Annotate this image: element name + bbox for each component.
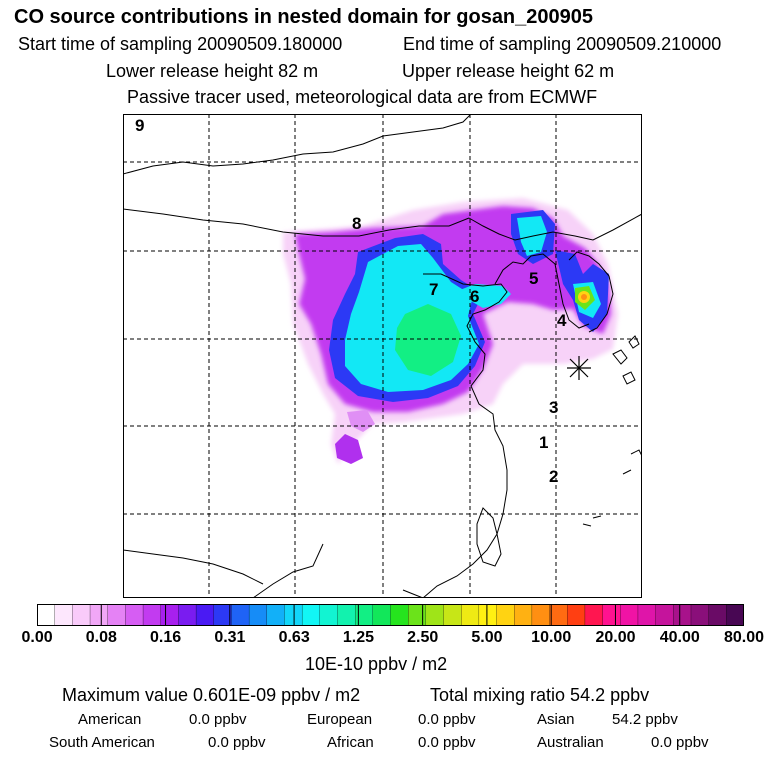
colorbar-cell <box>142 604 162 626</box>
colorbar-cell <box>690 604 710 626</box>
colorbar-cell <box>478 604 498 626</box>
coastline-layer <box>123 114 642 598</box>
colorbar-cell <box>514 604 533 626</box>
colorbar-cell <box>266 604 285 626</box>
colorbar-cell <box>160 604 179 626</box>
map-label-1: 1 <box>539 433 548 452</box>
map-label-3: 3 <box>549 398 558 417</box>
colorbar-cell <box>372 604 392 626</box>
total-mixing-ratio-text: Total mixing ratio 54.2 ppbv <box>430 685 650 705</box>
colorbar-cell <box>461 604 480 626</box>
colorbar-cell <box>655 604 674 626</box>
map-label-2: 2 <box>549 467 558 486</box>
colorbar-cell <box>72 604 91 626</box>
colorbar-cell <box>301 604 321 626</box>
map-label-5: 5 <box>529 269 538 288</box>
colorbar-cell <box>319 604 339 626</box>
colorbar-cell <box>37 604 56 626</box>
colorbar-cell <box>637 604 657 626</box>
map-title: CO source contributions in nested domain… <box>14 6 594 28</box>
colorbar-cell <box>89 604 109 626</box>
colorbar-cell <box>107 604 126 626</box>
map-label-8: 8 <box>352 214 361 233</box>
colorbar-cell <box>620 604 639 626</box>
colorbar-cell <box>496 604 515 626</box>
map-label-9: 9 <box>135 116 144 135</box>
source-american-value: 0.0 ppbv <box>189 711 247 728</box>
colorbar-tick-label: 0.08 <box>85 629 117 646</box>
colorbar-unit: 10E-10 ppbv / m2 <box>305 654 448 674</box>
source-australian-value: 0.0 ppbv <box>651 734 709 751</box>
colorbar-cell <box>178 604 197 626</box>
colorbar-tick-label: 0.63 <box>278 629 310 646</box>
source-american-name: American <box>78 711 142 728</box>
colorbar-cell <box>195 604 215 626</box>
colorbar-cell <box>708 604 727 626</box>
source-european-value: 0.0 ppbv <box>418 711 476 728</box>
colorbar-tick-label: 40.00 <box>659 629 700 646</box>
colorbar-tick-label: 10.00 <box>531 629 572 646</box>
map-label-4: 4 <box>557 311 567 330</box>
contribution-map: 9 8 7 6 5 4 3 1 2 <box>123 114 642 598</box>
colorbar-cell <box>125 604 144 626</box>
upper-release-text: Upper release height 62 m <box>402 61 615 81</box>
colorbar-cell <box>54 604 73 626</box>
colorbar-cell <box>673 604 692 626</box>
colorbar-tick-label: 0.16 <box>150 629 182 646</box>
map-frame <box>123 114 642 598</box>
source-asian-name: Asian <box>537 711 575 728</box>
source-south-american-name: South American <box>49 734 155 751</box>
source-australian-name: Australian <box>537 734 604 751</box>
colorbar-cell <box>337 604 356 626</box>
colorbar-cell <box>354 604 374 626</box>
start-sampling-text: Start time of sampling 20090509.180000 <box>18 34 343 54</box>
map-label-6: 6 <box>470 287 479 306</box>
source-european-name: European <box>307 711 373 728</box>
colorbar-cell <box>602 604 621 626</box>
colorbar-cell <box>284 604 303 626</box>
colorbar-cell <box>549 604 568 626</box>
colorbar-cell <box>425 604 445 626</box>
colorbar <box>37 604 744 626</box>
lower-release-text: Lower release height 82 m <box>106 61 319 81</box>
tracer-info-text: Passive tracer used, meteorological data… <box>127 87 598 107</box>
colorbar-tick-label: 5.00 <box>471 629 503 646</box>
colorbar-tick-label: 0.31 <box>214 629 246 646</box>
colorbar-tick-label: 20.00 <box>595 629 636 646</box>
colorbar-cell <box>231 604 250 626</box>
plume-layer <box>283 198 618 464</box>
source-african-value: 0.0 ppbv <box>418 734 476 751</box>
grid-layer <box>123 114 642 598</box>
colorbar-cell <box>390 604 409 626</box>
colorbar-cell <box>408 604 427 626</box>
colorbar-tick-label: 0.00 <box>21 629 53 646</box>
colorbar-tick-label: 1.25 <box>342 629 374 646</box>
max-value-text: Maximum value 0.601E-09 ppbv / m2 <box>62 685 361 705</box>
source-asian-value: 54.2 ppbv <box>612 711 678 728</box>
receptor-star-icon <box>567 356 591 380</box>
colorbar-cell <box>531 604 551 626</box>
colorbar-cell <box>248 604 268 626</box>
colorbar-cell <box>726 604 744 626</box>
colorbar-cell <box>443 604 462 626</box>
source-south-american-value: 0.0 ppbv <box>208 734 266 751</box>
colorbar-cell <box>584 604 604 626</box>
colorbar-cell <box>567 604 586 626</box>
map-label-7: 7 <box>429 280 438 299</box>
colorbar-cell <box>213 604 232 626</box>
end-sampling-text: End time of sampling 20090509.210000 <box>403 34 722 54</box>
source-african-name: African <box>327 734 374 751</box>
colorbar-tick-label: 80.00 <box>724 629 765 646</box>
colorbar-tick-label: 2.50 <box>407 629 439 646</box>
